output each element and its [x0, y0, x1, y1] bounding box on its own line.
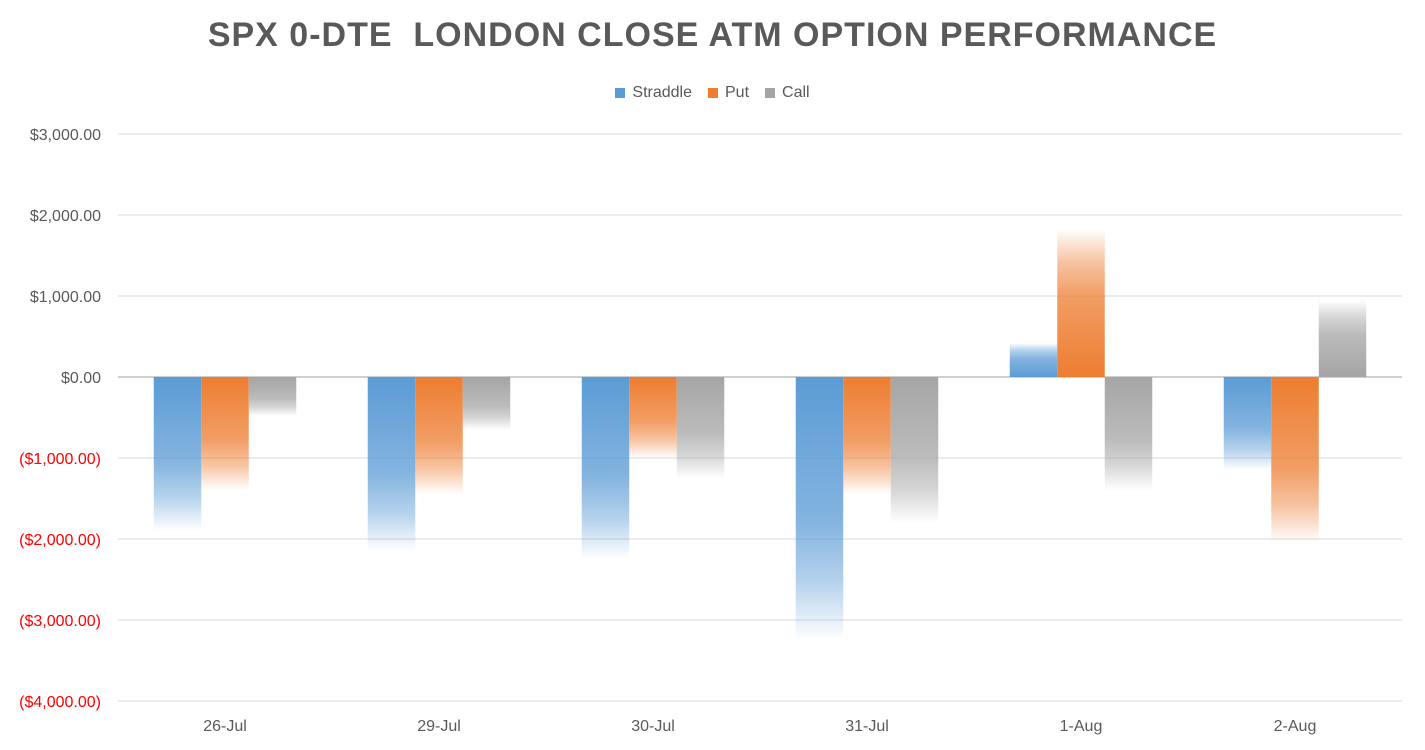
bar-straddle	[367, 377, 416, 552]
bar-straddle	[153, 377, 202, 531]
bar-straddle	[1223, 377, 1272, 471]
bar-put	[415, 377, 463, 495]
legend-swatch-call	[765, 88, 776, 98]
x-tick-label: 29-Jul	[417, 718, 461, 735]
bars	[153, 228, 1367, 641]
bar-put	[1057, 228, 1105, 377]
chart-title: SPX 0-DTE LONDON CLOSE ATM OPTION PERFOR…	[207, 16, 1218, 54]
bar-call	[890, 377, 939, 523]
bar-call	[676, 377, 725, 479]
y-tick-label: $3,000.00	[30, 127, 101, 144]
x-tick-label: 30-Jul	[631, 718, 675, 735]
x-tick-label: 26-Jul	[203, 718, 247, 735]
x-tick-label: 31-Jul	[845, 718, 889, 735]
y-axis-ticks: $3,000.00 $2,000.00 $1,000.00 $0.00 ($1,000.…	[19, 127, 101, 711]
legend-item-put: Put	[708, 84, 749, 102]
bar-call	[462, 377, 511, 430]
y-tick-label: ($4,000.00)	[19, 694, 101, 711]
bar-call	[1104, 377, 1153, 491]
bar-call	[248, 377, 297, 416]
legend-label-call: Call	[782, 84, 810, 101]
y-tick-label: $2,000.00	[30, 208, 101, 225]
legend-swatch-put	[708, 88, 718, 98]
y-tick-label: ($3,000.00)	[19, 613, 101, 630]
x-tick-label: 1-Aug	[1060, 718, 1103, 735]
bar-put	[629, 377, 677, 458]
bar-straddle	[581, 377, 630, 560]
y-tick-label: ($1,000.00)	[19, 451, 101, 468]
legend: Straddle Put Call	[0, 84, 1425, 102]
legend-swatch-straddle	[615, 88, 626, 98]
bar-put	[843, 377, 891, 495]
bar-put	[1271, 377, 1319, 544]
legend-label-put: Put	[725, 84, 750, 101]
gridlines	[118, 133, 1402, 702]
bar-call	[1318, 300, 1367, 377]
y-tick-label: $0.00	[61, 370, 101, 387]
bar-put	[201, 377, 249, 491]
y-tick-label: ($2,000.00)	[19, 532, 101, 549]
x-axis-ticks: 26-Jul 29-Jul 30-Jul 31-Jul 1-Aug 2-Aug	[203, 718, 1316, 735]
y-tick-label: $1,000.00	[30, 289, 101, 306]
x-tick-label: 2-Aug	[1274, 718, 1317, 735]
legend-label-straddle: Straddle	[632, 84, 692, 101]
bar-straddle	[1009, 342, 1058, 377]
bar-straddle	[795, 377, 844, 641]
legend-item-straddle: Straddle	[615, 84, 692, 102]
legend-item-call: Call	[765, 84, 810, 102]
